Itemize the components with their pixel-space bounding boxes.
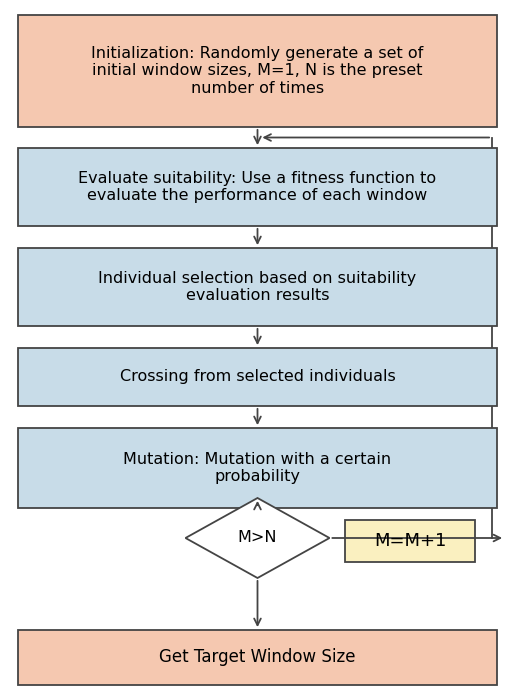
Text: Crossing from selected individuals: Crossing from selected individuals bbox=[119, 370, 396, 384]
Polygon shape bbox=[185, 498, 330, 578]
FancyBboxPatch shape bbox=[18, 15, 497, 127]
FancyBboxPatch shape bbox=[18, 148, 497, 226]
Text: Evaluate suitability: Use a fitness function to
evaluate the performance of each: Evaluate suitability: Use a fitness func… bbox=[78, 171, 437, 203]
Text: Individual selection based on suitability
evaluation results: Individual selection based on suitabilit… bbox=[98, 271, 417, 303]
Text: M=M+1: M=M+1 bbox=[374, 532, 446, 550]
Text: Mutation: Mutation with a certain
probability: Mutation: Mutation with a certain probab… bbox=[124, 452, 391, 484]
FancyBboxPatch shape bbox=[18, 348, 497, 406]
Text: M>N: M>N bbox=[238, 531, 277, 545]
FancyBboxPatch shape bbox=[345, 520, 475, 562]
FancyBboxPatch shape bbox=[18, 248, 497, 326]
FancyBboxPatch shape bbox=[18, 428, 497, 508]
Text: Initialization: Randomly generate a set of
initial window sizes, M=1, N is the p: Initialization: Randomly generate a set … bbox=[91, 46, 424, 96]
Text: Get Target Window Size: Get Target Window Size bbox=[159, 648, 356, 666]
FancyBboxPatch shape bbox=[18, 630, 497, 685]
